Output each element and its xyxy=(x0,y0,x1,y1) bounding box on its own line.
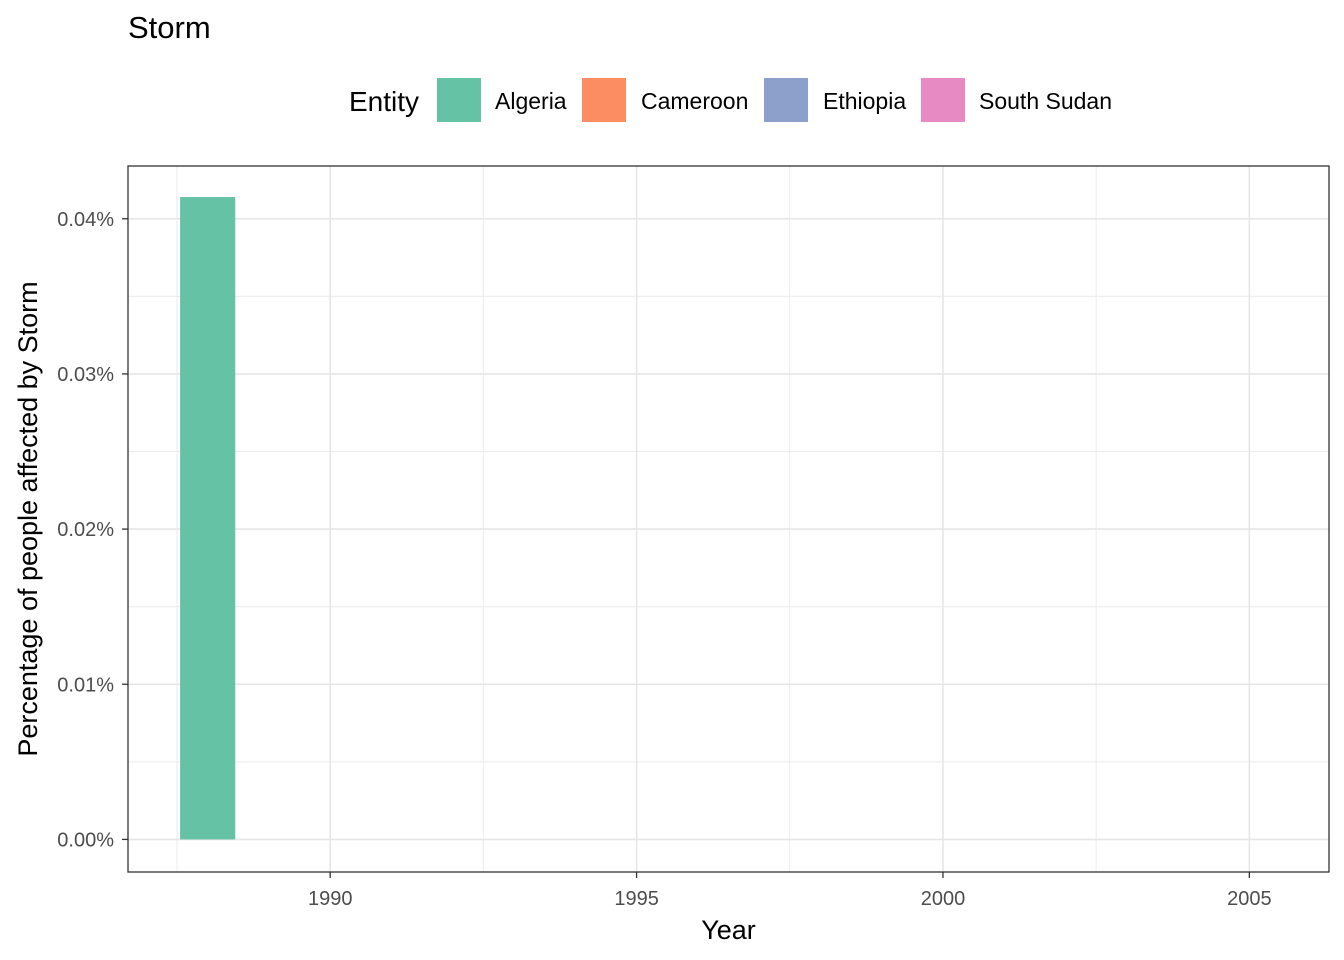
y-axis-title: Percentage of people affected by Storm xyxy=(13,281,43,756)
grid xyxy=(128,166,1329,872)
legend-title: Entity xyxy=(349,86,420,117)
legend-label-algeria: Algeria xyxy=(495,88,567,114)
legend-key-south-sudan xyxy=(921,78,965,122)
legend: Entity Algeria Cameroon Ethiopia South S… xyxy=(0,76,1344,124)
x-axis-title: Year xyxy=(701,915,756,945)
y-tick-label: 0.00% xyxy=(57,829,114,851)
bar-algeria-1988 xyxy=(180,197,236,840)
legend-key-algeria xyxy=(437,78,481,122)
y-tick-label: 0.04% xyxy=(57,209,114,231)
chart-title: Storm xyxy=(128,10,211,45)
y-tick-label: 0.03% xyxy=(57,364,114,386)
legend-label-ethiopia: Ethiopia xyxy=(823,88,907,114)
x-tick-label: 1995 xyxy=(614,888,659,910)
x-tick-label: 2000 xyxy=(921,888,966,910)
panel-border xyxy=(127,165,1330,873)
x-tick-label: 1990 xyxy=(308,888,353,910)
x-axis: 1990 1995 2000 2005 xyxy=(308,872,1272,910)
y-tick-label: 0.02% xyxy=(57,519,114,541)
x-tick-label: 2005 xyxy=(1227,888,1272,910)
legend-key-ethiopia xyxy=(764,78,808,122)
bars xyxy=(180,197,236,840)
y-axis: 0.00% 0.01% 0.02% 0.03% 0.04% xyxy=(57,209,128,851)
y-tick-label: 0.01% xyxy=(57,674,114,696)
legend-key-cameroon xyxy=(582,78,626,122)
legend-label-south-sudan: South Sudan xyxy=(979,88,1113,114)
legend-label-cameroon: Cameroon xyxy=(641,88,749,114)
